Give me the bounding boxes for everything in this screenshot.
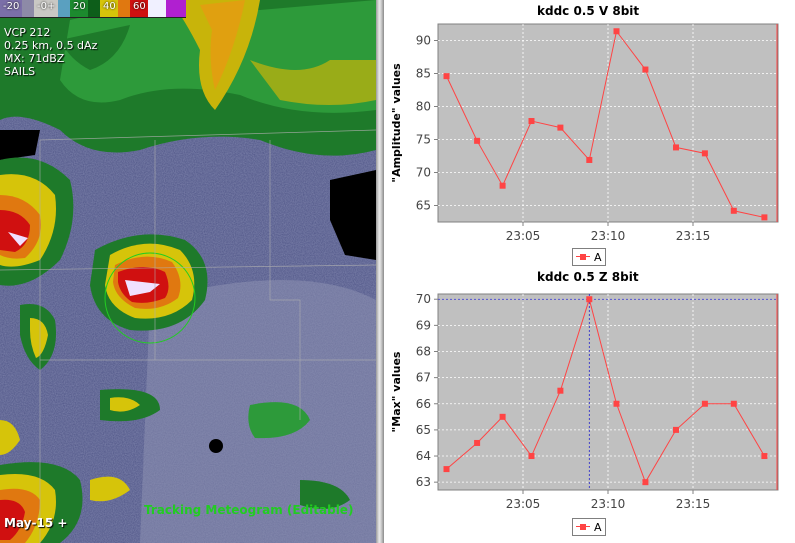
resolution-label: 0.25 km, 0.5 dAz [4, 39, 98, 52]
data-point [701, 400, 708, 407]
data-point [761, 453, 768, 460]
legend-series-marker [576, 522, 590, 532]
chart-title-reflectivity: kddc 0.5 Z 8bit [537, 270, 639, 284]
data-point [528, 118, 535, 125]
y-tick-label: 68 [416, 344, 431, 358]
data-point [701, 150, 708, 157]
legend-series-label: A [594, 250, 602, 264]
color-scale-label: 60 [133, 1, 146, 12]
color-scale-segment [118, 0, 130, 17]
data-point [443, 466, 450, 473]
y-tick-label: 80 [416, 100, 431, 114]
radar-reflectivity-image [0, 0, 376, 543]
y-tick-label: 67 [416, 371, 431, 385]
color-scale-bar: -20 -0+ 20 40 60 [0, 0, 186, 18]
x-tick-label: 23:15 [676, 497, 711, 511]
radar-info-overlay: VCP 212 0.25 km, 0.5 dAz MX: 71dBZ SAILS [4, 26, 97, 78]
data-point [557, 124, 564, 131]
y-tick-label: 64 [416, 449, 431, 463]
color-scale-label: 40 [103, 1, 116, 12]
data-point [673, 426, 679, 433]
vcp-label: VCP 212 [4, 26, 51, 39]
y-tick-label: 70 [416, 292, 431, 306]
data-point [642, 66, 649, 73]
legend-series-label: A [594, 520, 602, 534]
x-tick-label: 23:10 [591, 497, 626, 511]
color-scale-segment: -20 [0, 0, 22, 17]
color-scale-label: 20 [73, 1, 86, 12]
x-tick-label: 23:05 [506, 497, 541, 511]
split-pane-divider[interactable] [376, 0, 384, 543]
velocity-chart[interactable]: 65 70 75 80 85 90 23:05 23:10 23:15 "Amplitude" v… [384, 18, 795, 268]
data-point [642, 479, 649, 486]
data-point [730, 207, 737, 214]
color-scale-segment [166, 0, 186, 17]
x-tick-label: 23:15 [676, 229, 711, 243]
data-point [557, 387, 564, 394]
meteogram-charts-panel: kddc 0.5 V 8bit 65 70 75 80 85 90 23:05 23:10 23… [384, 0, 795, 543]
chart-title-velocity: kddc 0.5 V 8bit [537, 4, 640, 18]
y-tick-label: 85 [416, 67, 431, 81]
data-point [499, 413, 506, 420]
data-point [528, 453, 535, 460]
x-tick-label: 23:05 [506, 229, 541, 243]
data-point [474, 439, 481, 446]
series-line [446, 297, 765, 484]
color-scale-segment: -0+ [34, 0, 58, 17]
color-scale-segment: 20 [70, 0, 88, 17]
color-scale-segment: 60 [130, 0, 148, 17]
data-point [474, 137, 481, 144]
color-scale-segment [22, 0, 34, 17]
y-tick-label: 90 [416, 34, 431, 48]
y-tick-label: 65 [416, 199, 431, 213]
data-point [761, 214, 768, 221]
radar-display[interactable]: -20 -0+ 20 40 60 VCP 212 0.25 km, 0.5 dAz MX… [0, 0, 376, 543]
data-point [499, 182, 506, 189]
y-tick-label: 65 [416, 423, 431, 437]
series-line [446, 30, 765, 218]
color-scale-label: -0+ [37, 1, 56, 12]
color-scale-segment: 40 [100, 0, 118, 17]
sails-label: SAILS [4, 65, 36, 78]
color-scale-segment [58, 0, 70, 17]
y-tick-label: 70 [416, 166, 431, 180]
max-reflectivity-label: MX: 71dBZ [4, 52, 65, 65]
y-tick-label: 69 [416, 318, 431, 332]
data-point [613, 28, 620, 35]
data-point [613, 400, 620, 407]
tracking-meteogram-label[interactable]: Tracking Meteogram (Editable) [144, 503, 354, 517]
data-point [586, 156, 593, 163]
color-scale-label: -20 [3, 1, 20, 12]
chart-legend-reflectivity: A [572, 518, 606, 536]
chart-legend-velocity: A [572, 248, 606, 266]
color-scale-segment [88, 0, 100, 17]
color-scale-segment [148, 0, 166, 17]
y-tick-label: 75 [416, 133, 431, 147]
y-axis-label: "Max" values [390, 351, 403, 432]
x-tick-label: 23:10 [591, 229, 626, 243]
data-point [586, 296, 593, 303]
y-tick-label: 66 [416, 397, 431, 411]
reflectivity-chart[interactable]: 63 64 65 66 67 68 69 70 23:05 23:10 23:15 "Max" val… [384, 284, 795, 524]
data-point [443, 73, 450, 80]
data-point [673, 144, 679, 151]
radar-status-text: May-15 + [4, 516, 68, 530]
data-point [730, 400, 737, 407]
legend-series-marker [576, 252, 590, 262]
y-axis-label: "Amplitude" values [390, 63, 403, 183]
y-tick-label: 63 [416, 475, 431, 489]
